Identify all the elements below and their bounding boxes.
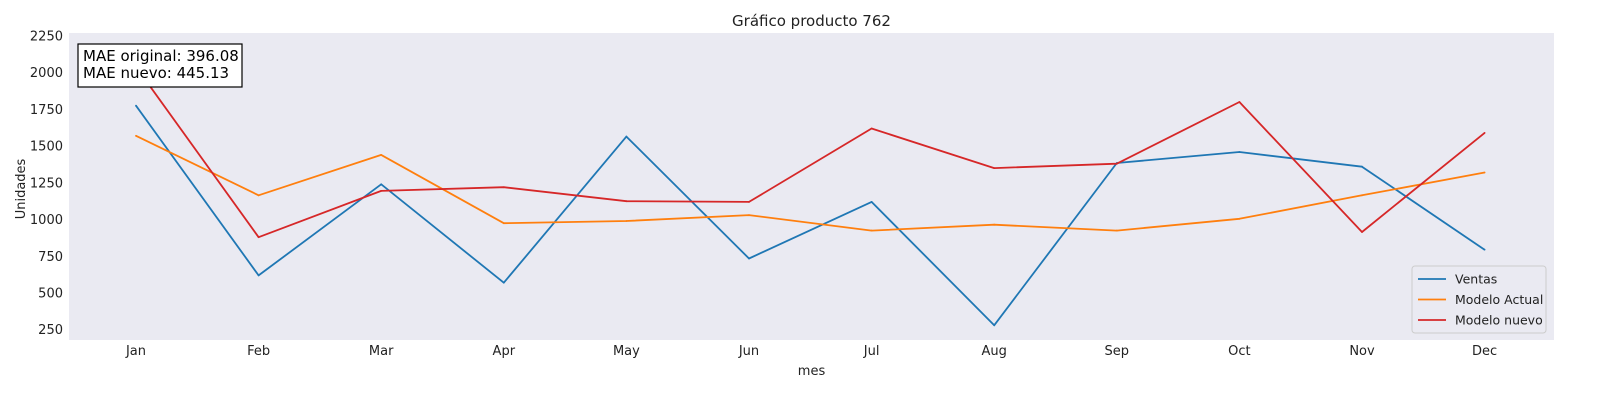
- data-point: [135, 134, 137, 137]
- x-tick-label: Nov: [1349, 344, 1375, 359]
- y-axis-ticks: 250 500 750 1000 1250 1500 1750 2000 2250: [30, 29, 63, 338]
- series-lines: [135, 65, 1486, 327]
- data-point: [993, 167, 996, 170]
- data-point: [1238, 217, 1241, 220]
- y-tick-label: 1750: [30, 103, 63, 118]
- data-point: [870, 201, 873, 203]
- series-line-3: [135, 66, 1486, 239]
- y-tick-label: 250: [38, 323, 63, 338]
- series-line-2: [135, 134, 1485, 232]
- x-tick-label: Dec: [1472, 344, 1497, 359]
- x-tick-label: Aug: [982, 344, 1007, 359]
- data-point: [502, 222, 505, 225]
- y-tick-label: 1250: [30, 176, 63, 191]
- data-point: [380, 154, 383, 156]
- data-point: [1361, 194, 1363, 197]
- data-point: [625, 220, 628, 222]
- data-point: [1483, 248, 1486, 251]
- x-axis-title: mes: [798, 364, 826, 379]
- data-point: [1238, 101, 1241, 103]
- legend: Ventas Modelo Actual Modelo nuevo: [1411, 265, 1547, 334]
- data-point: [1115, 162, 1118, 165]
- legend-label: Modelo nuevo: [1455, 313, 1543, 328]
- chart-title: Gráfico producto 762: [732, 12, 891, 30]
- x-tick-label: Jun: [738, 344, 759, 359]
- data-point: [993, 223, 996, 226]
- x-axis-ticks: Jan Feb Mar Apr May Jun Jul Aug Sep Oct Nov Dec: [125, 344, 1497, 359]
- data-point: [257, 274, 260, 277]
- legend-box: [1411, 265, 1547, 334]
- x-tick-label: Jan: [125, 344, 146, 359]
- annotation-line-2: MAE nuevo: 445.13: [83, 64, 229, 82]
- annotation-box: [77, 43, 243, 88]
- data-point: [1483, 171, 1486, 174]
- legend-label: Modelo Actual: [1455, 292, 1543, 307]
- data-point: [748, 201, 750, 203]
- annotation-line-1: MAE original: 396.08: [83, 47, 239, 65]
- data-point: [1361, 231, 1363, 233]
- x-tick-label: Sep: [1105, 344, 1130, 359]
- x-tick-label: Mar: [369, 344, 394, 359]
- x-tick-label: May: [613, 344, 640, 359]
- data-point: [748, 257, 750, 260]
- y-axis-title: Unidades: [14, 158, 29, 219]
- data-point: [625, 200, 628, 203]
- data-point: [993, 324, 996, 327]
- y-tick-label: 500: [38, 286, 63, 301]
- data-point: [257, 236, 260, 239]
- y-tick-label: 750: [38, 250, 63, 265]
- data-point: [625, 135, 628, 138]
- x-tick-label: Feb: [247, 344, 270, 359]
- mae-annotation: MAE original: 396.08 MAE nuevo: 445.13: [77, 43, 243, 88]
- data-point: [1483, 131, 1486, 134]
- legend-label: Ventas: [1455, 272, 1497, 287]
- data-point: [748, 214, 750, 217]
- y-tick-label: 1000: [30, 213, 63, 228]
- x-tick-label: Apr: [493, 344, 516, 359]
- data-point: [502, 281, 505, 284]
- data-point: [380, 183, 383, 186]
- data-point: [380, 190, 383, 192]
- data-point: [1238, 151, 1241, 153]
- y-tick-label: 1500: [30, 140, 63, 155]
- y-tick-label: 2000: [30, 66, 63, 81]
- data-point: [502, 186, 505, 189]
- data-point: [135, 104, 137, 107]
- data-point: [870, 229, 873, 232]
- y-tick-label: 2250: [30, 29, 63, 44]
- data-point: [870, 127, 873, 130]
- data-point: [1361, 165, 1363, 168]
- plot-area: [69, 33, 1554, 340]
- x-tick-label: Jul: [863, 344, 880, 359]
- data-point: [1115, 229, 1118, 232]
- data-point: [257, 194, 260, 197]
- x-tick-label: Oct: [1228, 344, 1250, 359]
